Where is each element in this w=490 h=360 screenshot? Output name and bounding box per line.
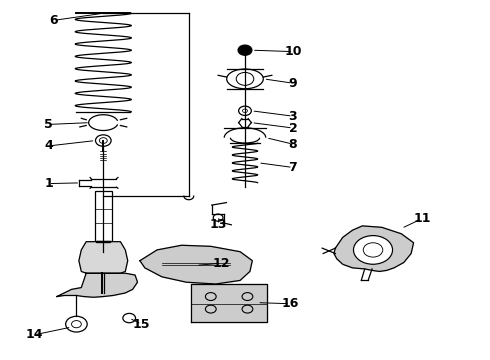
Text: 10: 10 bbox=[284, 45, 302, 58]
Polygon shape bbox=[191, 284, 267, 321]
Circle shape bbox=[353, 235, 392, 264]
Text: 16: 16 bbox=[281, 297, 298, 310]
Text: 12: 12 bbox=[213, 257, 230, 270]
Text: 8: 8 bbox=[289, 138, 297, 150]
Bar bbox=[97, 241, 110, 242]
Text: 4: 4 bbox=[44, 139, 53, 152]
Text: 14: 14 bbox=[25, 328, 43, 341]
Text: 2: 2 bbox=[289, 122, 297, 135]
Text: 13: 13 bbox=[209, 218, 227, 231]
Text: 15: 15 bbox=[133, 318, 150, 331]
Text: 3: 3 bbox=[289, 110, 297, 123]
Polygon shape bbox=[334, 226, 414, 271]
Circle shape bbox=[238, 45, 252, 55]
Bar bbox=[95, 191, 112, 241]
Text: 6: 6 bbox=[49, 14, 58, 27]
Text: 7: 7 bbox=[289, 161, 297, 174]
Text: 5: 5 bbox=[44, 118, 53, 131]
Text: 9: 9 bbox=[289, 77, 297, 90]
Text: 1: 1 bbox=[44, 177, 53, 190]
Polygon shape bbox=[79, 242, 128, 273]
Text: 11: 11 bbox=[413, 212, 431, 225]
Polygon shape bbox=[140, 245, 252, 284]
Polygon shape bbox=[57, 273, 138, 297]
